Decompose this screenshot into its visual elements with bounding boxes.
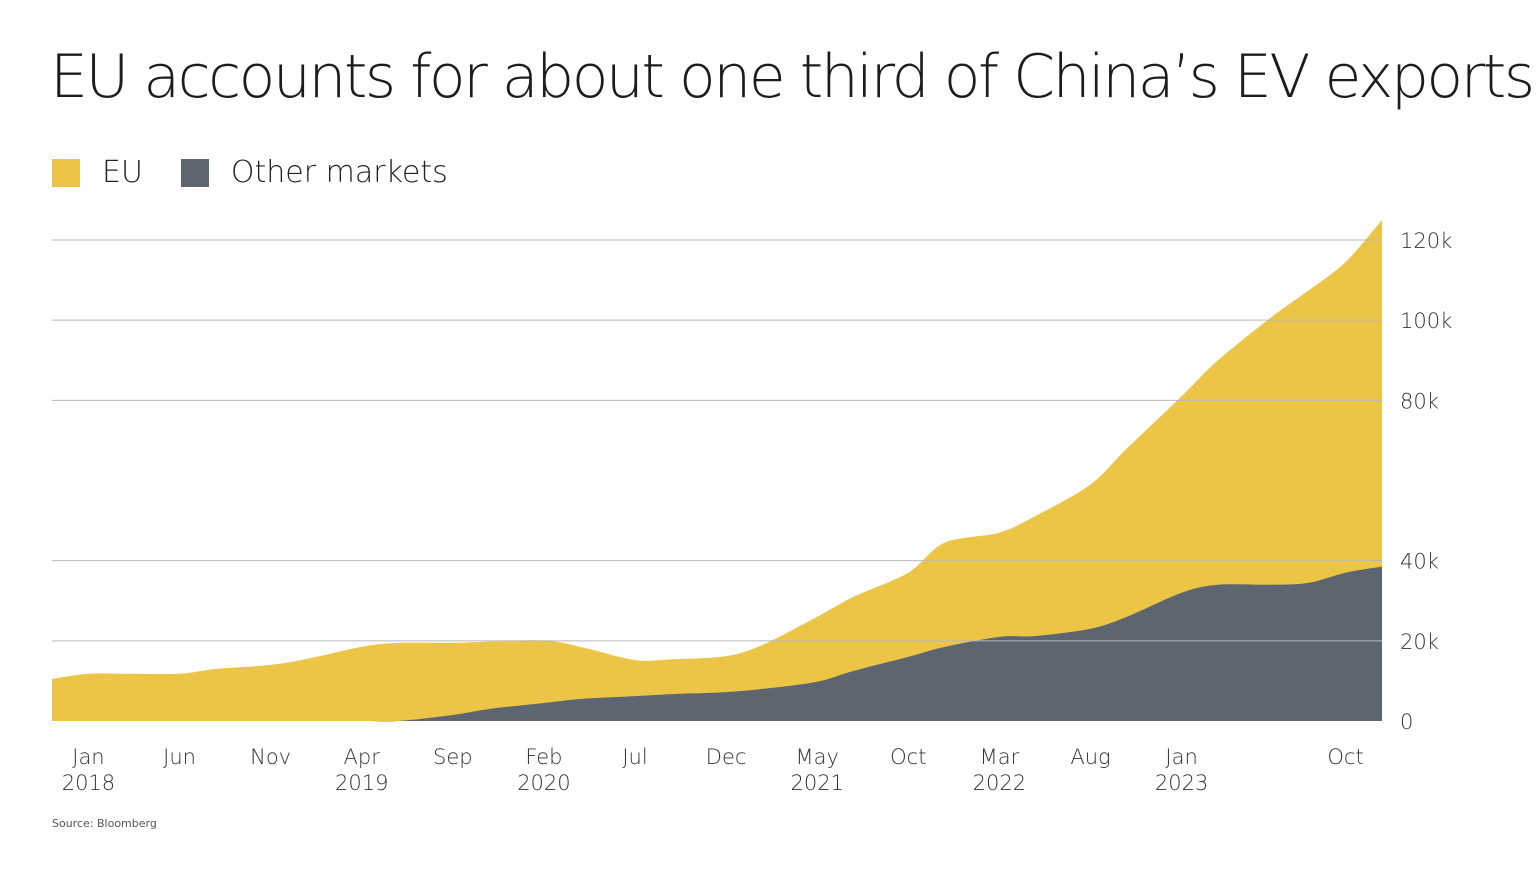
- x-tick-label: May: [795, 745, 838, 769]
- x-tick-label: Feb: [525, 745, 562, 769]
- y-tick-label: 120k: [1400, 229, 1452, 253]
- chart-title: EU accounts for about one third of China…: [50, 42, 1535, 112]
- legend-swatch-other-markets: [180, 158, 209, 187]
- x-tick-label: Jan: [72, 745, 104, 769]
- x-tick-year-label: 2019: [335, 771, 388, 795]
- y-tick-label: 40k: [1400, 550, 1439, 574]
- legend-item-other-markets: Other markets: [180, 155, 448, 190]
- x-tick-label: Sep: [433, 745, 473, 769]
- x-tick-year-label: 2022: [973, 771, 1026, 795]
- x-tick-label: Nov: [250, 745, 291, 769]
- x-tick-label: Aug: [1070, 745, 1110, 769]
- x-tick-label: Apr: [344, 745, 381, 769]
- legend-label-eu: EU: [102, 155, 143, 190]
- eu-area: [52, 219, 1382, 721]
- x-tick-year-label: 2021: [790, 771, 843, 795]
- x-tick-label: Oct: [890, 745, 926, 769]
- legend-item-eu: EU: [52, 155, 143, 190]
- legend-swatch-eu: [52, 158, 80, 187]
- x-tick-year-label: 2018: [62, 771, 115, 795]
- y-tick-label: 80k: [1400, 389, 1439, 413]
- legend: EU Other markets: [52, 155, 486, 190]
- source-note: Source: Bloomberg: [52, 817, 157, 830]
- legend-label-other-markets: Other markets: [230, 155, 448, 190]
- x-tick-label: Dec: [706, 745, 747, 769]
- x-tick-year-label: 2020: [517, 771, 570, 795]
- x-tick-label: Oct: [1327, 745, 1363, 769]
- y-tick-label: 20k: [1400, 630, 1439, 654]
- x-tick-year-label: 2023: [1155, 771, 1208, 795]
- x-tick-label: Jun: [163, 745, 196, 769]
- y-tick-label: 0: [1400, 710, 1413, 734]
- y-tick-label: 100k: [1400, 309, 1452, 333]
- other-markets-area: [52, 566, 1382, 722]
- x-tick-label: Jul: [622, 745, 647, 769]
- x-tick-label: Jan: [1165, 745, 1197, 769]
- x-tick-label: Mar: [980, 745, 1020, 769]
